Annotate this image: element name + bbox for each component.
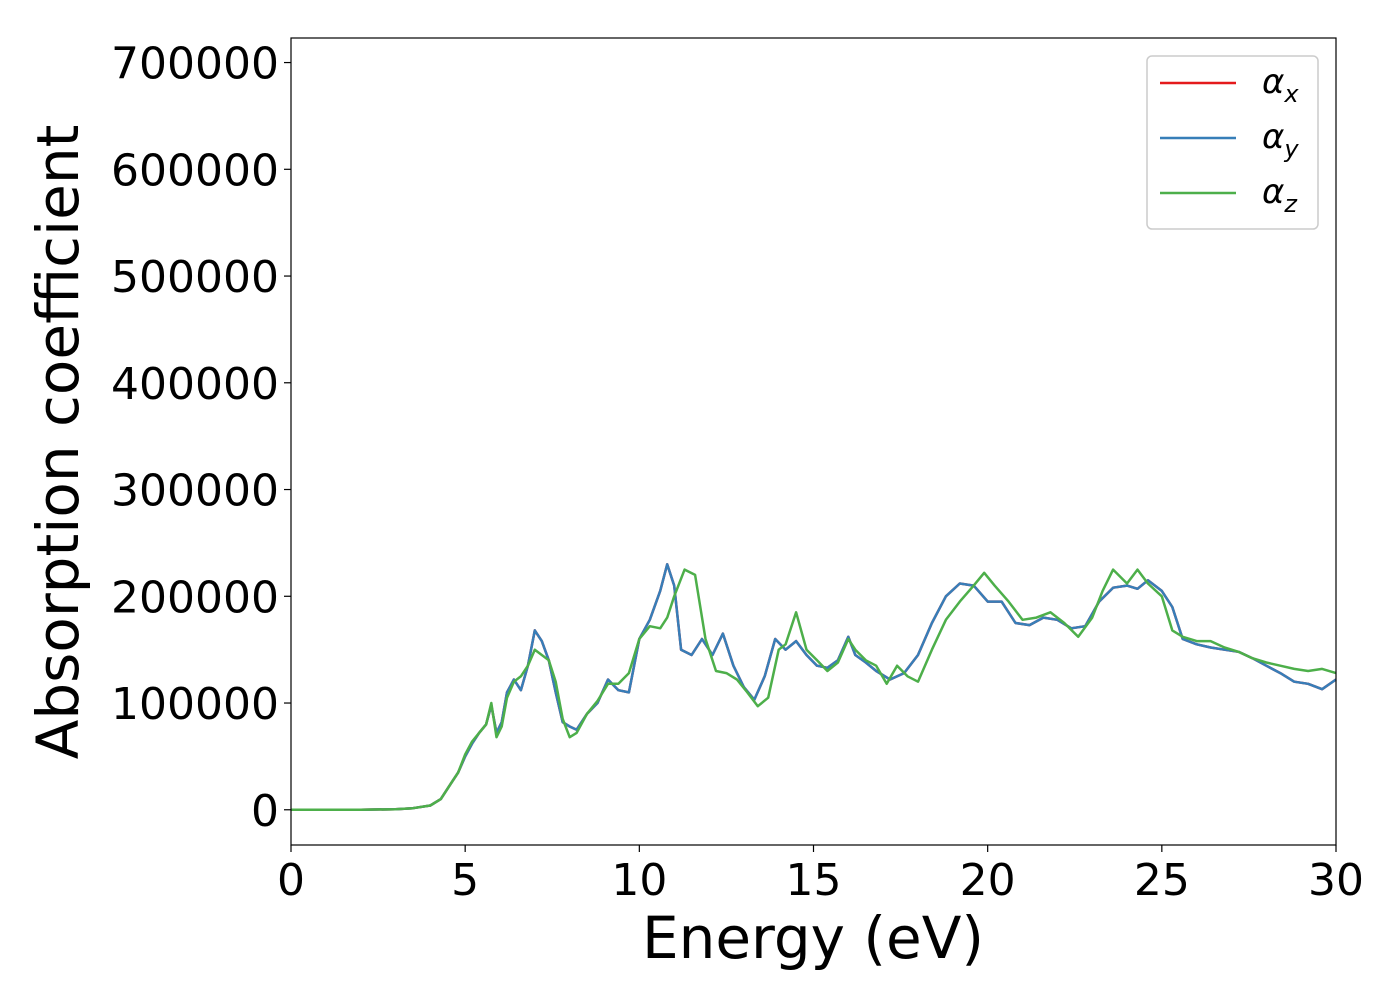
y-axis-label: Absorption coefficient (24, 125, 92, 760)
x-tick-label: 10 (611, 855, 667, 906)
y-tick-label: 300000 (111, 466, 279, 517)
x-tick-label: 5 (451, 855, 479, 906)
legend: αx αy αz (1146, 55, 1319, 230)
legend-label-y: αy (1262, 117, 1299, 163)
x-tick-label: 20 (960, 855, 1016, 906)
legend-label-z: αz (1262, 172, 1298, 218)
y-tick-label: 500000 (111, 252, 279, 303)
x-tick-label: 30 (1308, 855, 1364, 906)
y-axis: 0 100000 200000 300000 400000 500000 600000 700… (111, 39, 291, 837)
x-axis: 0 5 10 15 20 25 30 (277, 845, 1364, 906)
y-tick-label: 200000 (111, 572, 279, 623)
x-axis-label: Energy (eV) (642, 904, 984, 972)
legend-label-x: αx (1262, 62, 1299, 108)
legend-frame (1146, 55, 1319, 230)
y-tick-label: 0 (251, 786, 279, 837)
y-tick-label: 400000 (111, 359, 279, 410)
series-line-z (291, 568, 1337, 812)
plot-lines (291, 563, 1337, 812)
x-tick-label: 0 (277, 855, 305, 906)
y-tick-label: 100000 (111, 679, 279, 730)
x-tick-label: 25 (1134, 855, 1190, 906)
y-tick-label: 700000 (111, 39, 279, 90)
y-tick-label: 600000 (111, 145, 279, 196)
x-tick-label: 15 (786, 855, 842, 906)
